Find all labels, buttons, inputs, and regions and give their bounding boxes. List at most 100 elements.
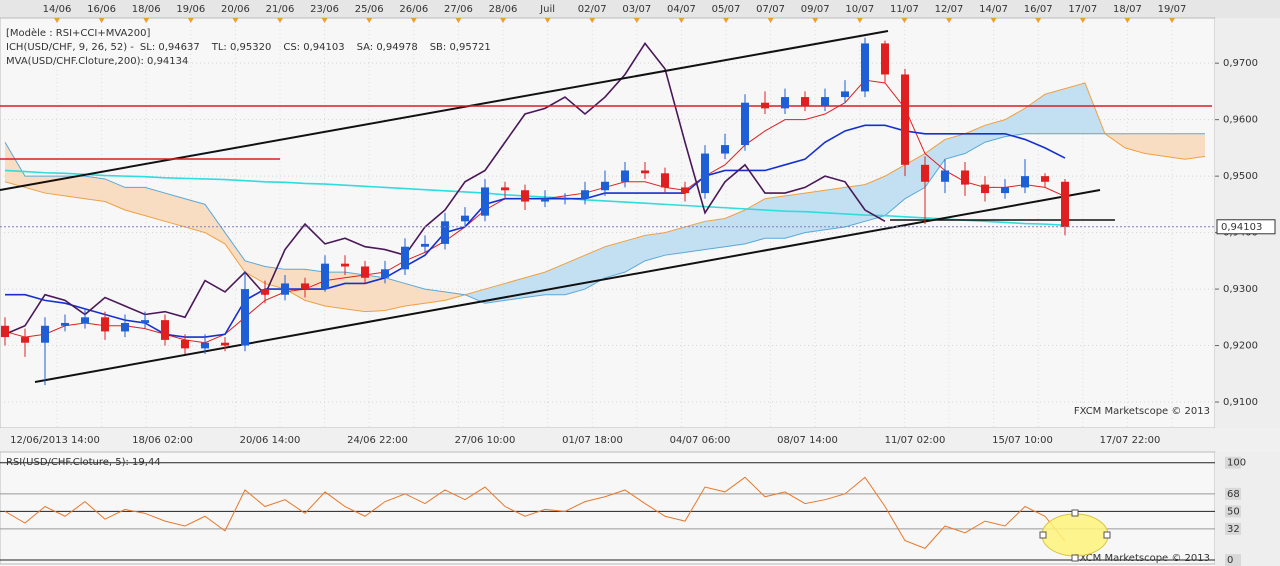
date-marker: [633, 18, 640, 23]
top-date-label: 14/06: [43, 4, 72, 15]
x-tick-label: 11/07 02:00: [885, 435, 946, 446]
legend-entry: TL: 0,95320: [211, 42, 272, 53]
date-marker: [187, 18, 194, 23]
date-marker: [589, 18, 596, 23]
candle-body: [681, 187, 689, 194]
legend-entry: SA: 0,94978: [357, 42, 418, 53]
cloud: [585, 246, 605, 290]
candle-body: [701, 153, 709, 194]
top-date-label: 25/06: [355, 4, 384, 15]
date-marker: [544, 18, 551, 23]
last-price-label: 0,94103: [1221, 222, 1262, 233]
top-date-label: 05/07: [712, 4, 741, 15]
candle-body: [561, 198, 569, 200]
annotation-handle: [1039, 531, 1047, 539]
candle-body: [841, 91, 849, 98]
candle-body: [1, 325, 9, 338]
candle-body: [181, 339, 189, 349]
chart-title: [Modèle : RSI+CCI+MVA200]: [6, 27, 150, 39]
cloud: [605, 241, 625, 278]
cloud: [1165, 133, 1185, 160]
candle-body: [441, 221, 449, 244]
cloud: [465, 289, 485, 304]
trend-line: [34, 189, 1101, 383]
candle-body: [361, 266, 369, 278]
date-marker: [812, 18, 819, 23]
top-date-label: 16/06: [87, 4, 116, 15]
top-date-label: 03/07: [622, 4, 651, 15]
x-tick-label: 24/06 22:00: [347, 435, 408, 446]
date-marker: [410, 18, 417, 23]
candle-body: [541, 198, 549, 202]
date-marker: [143, 18, 150, 23]
date-marker: [678, 18, 685, 23]
cloud: [345, 272, 365, 312]
annotation-handle: [1071, 554, 1079, 562]
date-marker: [1079, 18, 1086, 23]
y-tick-label: 0,9600: [1223, 115, 1258, 126]
cloud: [845, 184, 865, 227]
x-tick-label: 27/06 10:00: [455, 435, 516, 446]
watermark: FXCM Marketscope © 2013: [1074, 553, 1210, 564]
cloud: [945, 133, 965, 160]
top-date-label: 12/07: [935, 4, 964, 15]
rsi-axis: [1215, 452, 1280, 566]
candle-body: [141, 320, 149, 323]
x-tick-label: 17/07 22:00: [1100, 435, 1161, 446]
tick-box: [1225, 522, 1241, 535]
cloud: [185, 198, 205, 233]
candle-body: [261, 289, 269, 295]
top-date-label: 09/07: [801, 4, 830, 15]
time-axis: [0, 428, 1280, 452]
cloud: [285, 269, 305, 301]
top-date-label: 28/06: [489, 4, 518, 15]
date-marker: [54, 18, 60, 23]
trend-line: [0, 30, 889, 191]
date-marker: [232, 18, 239, 23]
candle-body: [221, 342, 229, 346]
cloud: [1065, 82, 1085, 134]
candle-body: [521, 190, 529, 202]
date-marker: [1035, 18, 1042, 23]
candle-body: [501, 187, 509, 191]
date-marker: [990, 18, 997, 23]
top-date-label: Juil: [539, 4, 555, 15]
date-marker: [1124, 18, 1131, 23]
tick-box: [1225, 487, 1241, 500]
candle-body: [121, 322, 129, 332]
legend-entry: SL: 0,94637: [140, 42, 200, 53]
candle-body: [461, 215, 469, 222]
candle-body: [981, 184, 989, 194]
cloud: [1145, 133, 1165, 157]
top-date-label: 23/06: [310, 4, 339, 15]
x-tick-label: 12/06/2013 14:00: [10, 435, 100, 446]
cloud: [985, 119, 1005, 143]
date-marker: [767, 18, 774, 23]
top-date-label: 18/06: [132, 4, 161, 15]
candle-body: [821, 97, 829, 106]
date-strip: [0, 0, 1280, 18]
candle-body: [761, 102, 769, 109]
date-marker: [277, 18, 283, 23]
cloud: [165, 193, 185, 227]
top-date-label: 10/07: [845, 4, 874, 15]
candle-body: [1041, 176, 1049, 182]
tick-box: [1225, 505, 1241, 518]
cloud: [85, 176, 105, 202]
rsi-panel: [0, 451, 1216, 565]
candle-body: [201, 342, 209, 349]
candle-body: [21, 337, 29, 343]
candle-body: [301, 283, 309, 290]
date-marker: [366, 18, 373, 23]
candle-body: [901, 74, 909, 165]
annotation-handle: [1071, 509, 1079, 517]
y-tick-label: 0,9300: [1223, 284, 1258, 295]
legend-entry: MVA(USD/CHF.Cloture,200): 0,94134: [6, 56, 188, 67]
rsi-line: [4, 476, 1066, 549]
candle-body: [481, 187, 489, 216]
cloud: [665, 226, 685, 256]
candle-body: [661, 173, 669, 188]
watermark: FXCM Marketscope © 2013: [1074, 406, 1210, 417]
y-tick-label: 0: [1227, 555, 1233, 566]
